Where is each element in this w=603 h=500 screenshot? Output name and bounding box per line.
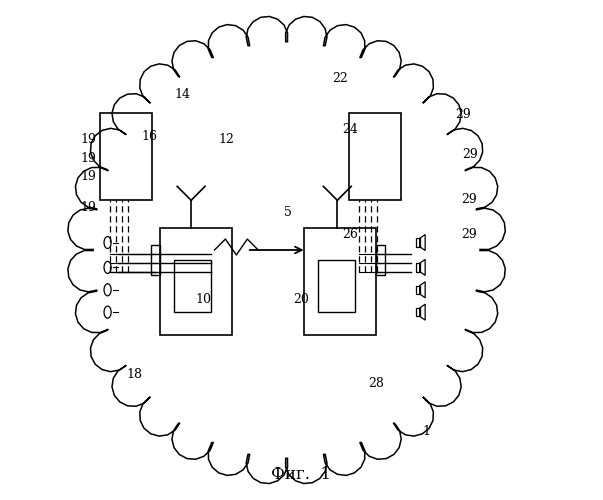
Text: 19: 19 (81, 201, 96, 214)
Bar (318, 260, 355, 312)
Text: 16: 16 (142, 130, 158, 143)
Text: 29: 29 (462, 193, 478, 206)
Text: 22: 22 (332, 72, 348, 85)
Text: Фиг.  1: Фиг. 1 (271, 466, 332, 483)
Bar (416, 238, 420, 246)
Text: 28: 28 (368, 377, 384, 390)
Text: 19: 19 (81, 133, 96, 146)
Bar (349, 114, 401, 200)
Bar (416, 263, 420, 272)
Text: 12: 12 (218, 133, 234, 146)
Bar (304, 228, 376, 334)
Bar (174, 260, 211, 312)
Text: 29: 29 (463, 148, 478, 161)
Bar (416, 308, 420, 316)
Text: 26: 26 (343, 228, 358, 240)
Text: 14: 14 (174, 88, 190, 101)
Text: 18: 18 (127, 368, 143, 381)
Bar (100, 114, 153, 200)
Bar (416, 286, 420, 294)
Bar (160, 228, 232, 334)
Text: 20: 20 (294, 293, 309, 306)
Text: 10: 10 (195, 293, 211, 306)
Text: 29: 29 (462, 228, 478, 240)
Text: 29: 29 (455, 108, 471, 122)
Polygon shape (68, 16, 505, 483)
Text: 24: 24 (343, 123, 358, 136)
Text: 19: 19 (81, 152, 96, 164)
Text: 1: 1 (423, 425, 431, 438)
Text: 5: 5 (283, 206, 291, 219)
Bar (376, 244, 385, 275)
Text: 19: 19 (81, 170, 96, 183)
Bar (151, 244, 160, 275)
